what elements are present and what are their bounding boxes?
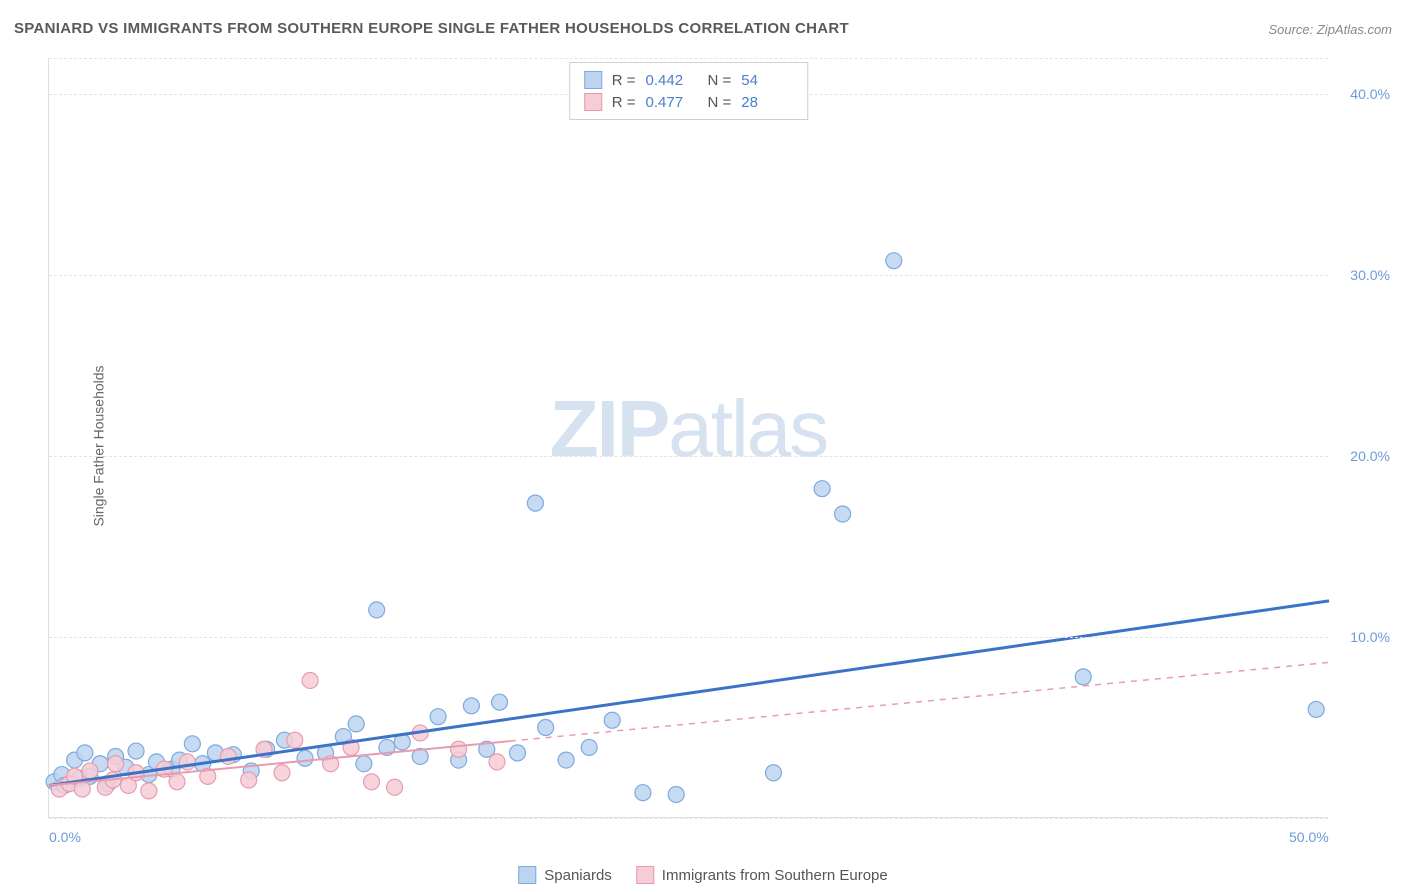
- stats-box: R = 0.442 N = 54 R = 0.477 N = 28: [569, 62, 809, 120]
- data-point: [835, 506, 851, 522]
- stats-row: R = 0.477 N = 28: [584, 91, 794, 113]
- data-point: [604, 712, 620, 728]
- data-point: [527, 495, 543, 511]
- data-point: [141, 783, 157, 799]
- gridline: [49, 58, 1328, 59]
- data-point: [302, 672, 318, 688]
- scatter-plot-svg: [49, 58, 1328, 817]
- data-point: [635, 785, 651, 801]
- y-tick-label: 20.0%: [1350, 448, 1390, 464]
- x-tick-label: 0.0%: [49, 829, 81, 845]
- data-point: [364, 774, 380, 790]
- data-point: [169, 774, 185, 790]
- stat-r-label: R =: [612, 72, 636, 89]
- data-point: [765, 765, 781, 781]
- data-point: [287, 732, 303, 748]
- legend-item: Spaniards: [518, 866, 612, 884]
- data-point: [558, 752, 574, 768]
- plot-area: ZIPatlas R =0.442N =54R =0.477N =28 10.0…: [48, 58, 1328, 818]
- data-point: [108, 756, 124, 772]
- x-tick-label: 50.0%: [1289, 829, 1329, 845]
- data-point: [77, 745, 93, 761]
- data-point: [509, 745, 525, 761]
- data-point: [668, 786, 684, 802]
- legend-label: Immigrants from Southern Europe: [662, 867, 888, 884]
- data-point: [886, 253, 902, 269]
- trend-line: [49, 601, 1329, 786]
- gridline: [49, 818, 1328, 819]
- y-tick-label: 30.0%: [1350, 267, 1390, 283]
- data-point: [241, 772, 257, 788]
- data-point: [297, 750, 313, 766]
- stats-row: R = 0.442 N = 54: [584, 69, 794, 91]
- data-point: [369, 602, 385, 618]
- legend-item: Immigrants from Southern Europe: [636, 866, 888, 884]
- y-tick-label: 10.0%: [1350, 629, 1390, 645]
- data-point: [356, 756, 372, 772]
- data-point: [463, 698, 479, 714]
- data-point: [82, 763, 98, 779]
- data-point: [348, 716, 364, 732]
- data-point: [489, 754, 505, 770]
- data-point: [387, 779, 403, 795]
- series-swatch: [518, 866, 536, 884]
- chart-title: SPANIARD VS IMMIGRANTS FROM SOUTHERN EUR…: [14, 20, 849, 37]
- data-point: [220, 748, 236, 764]
- data-point: [451, 741, 467, 757]
- gridline: [49, 275, 1328, 276]
- y-tick-label: 40.0%: [1350, 86, 1390, 102]
- legend-label: Spaniards: [544, 867, 612, 884]
- source-attribution: Source: ZipAtlas.com: [1268, 22, 1392, 37]
- data-point: [492, 694, 508, 710]
- data-point: [538, 720, 554, 736]
- stat-n-label: N =: [708, 94, 732, 111]
- data-point: [1075, 669, 1091, 685]
- series-swatch: [636, 866, 654, 884]
- data-point: [581, 739, 597, 755]
- stat-r-value: 0.477: [646, 94, 698, 111]
- stat-r-label: R =: [612, 94, 636, 111]
- series-legend: Spaniards Immigrants from Southern Europe: [518, 866, 887, 884]
- data-point: [184, 736, 200, 752]
- stat-n-value: 54: [741, 72, 793, 89]
- gridline: [49, 456, 1328, 457]
- data-point: [814, 481, 830, 497]
- data-point: [1308, 701, 1324, 717]
- data-point: [128, 743, 144, 759]
- stat-n-value: 28: [741, 94, 793, 111]
- series-swatch: [584, 93, 602, 111]
- data-point: [430, 709, 446, 725]
- stat-n-label: N =: [708, 72, 732, 89]
- series-swatch: [584, 71, 602, 89]
- gridline: [49, 637, 1328, 638]
- data-point: [274, 765, 290, 781]
- stat-r-value: 0.442: [646, 72, 698, 89]
